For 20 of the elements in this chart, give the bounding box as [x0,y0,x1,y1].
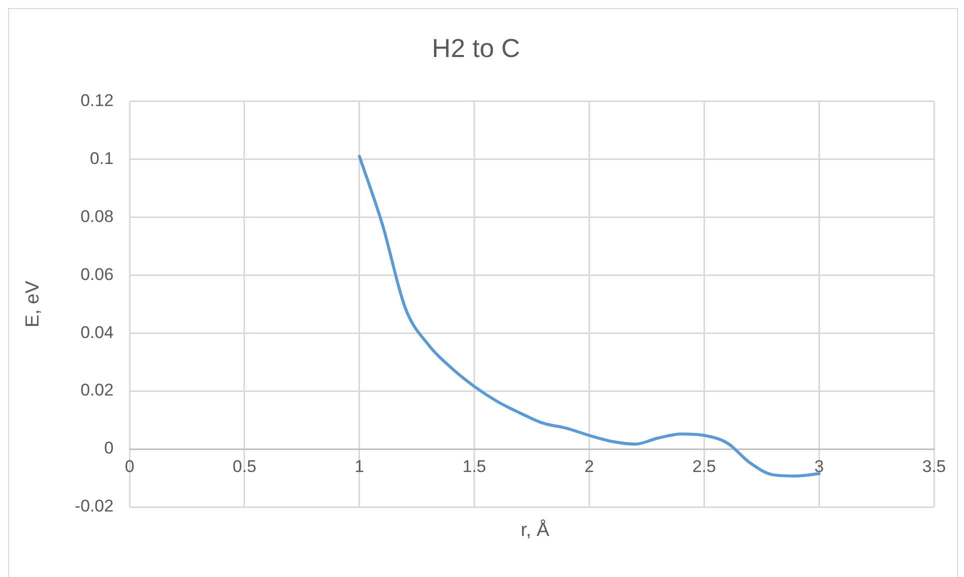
x-tick-label: 0.5 [232,456,256,476]
x-tick-label: 1 [354,456,364,476]
x-axis-title: r, Å [520,520,550,542]
y-tick-label: -0.02 [74,496,114,516]
line-series [358,154,821,478]
x-tick-label: 1.5 [462,456,486,476]
y-tick-label: 0.08 [80,206,114,226]
x-tick-label: 3.5 [922,456,946,476]
y-axis-title: E, eV [22,280,44,328]
x-tick-label: 3 [814,456,824,476]
y-tick-label: 0.02 [80,380,114,400]
chart-title: H2 to C [432,32,520,63]
y-tick-label: 0.12 [80,90,114,110]
x-tick-label: 2.5 [692,456,716,476]
x-tick-label: 0 [124,456,134,476]
y-tick-label: 0.06 [80,264,114,284]
y-tick-label: 0.1 [90,148,114,168]
y-tick-label: 0 [104,438,114,458]
x-tick-label: 2 [584,456,594,476]
y-tick-label: 0.04 [80,322,114,342]
